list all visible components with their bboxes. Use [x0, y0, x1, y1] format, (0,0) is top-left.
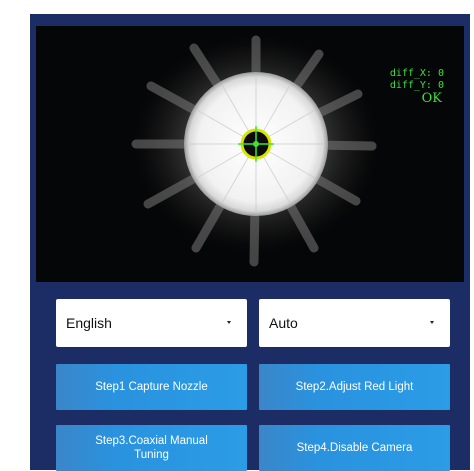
mode-select[interactable]: Auto	[259, 299, 450, 347]
diff-x-readout: diff_X: 0	[389, 68, 444, 79]
alignment-readout: diff_X: 0 diff_Y: 0 OK	[390, 68, 444, 105]
app-panel: diff_X: 0 diff_Y: 0 OK English Auto Step…	[30, 14, 470, 471]
language-select[interactable]: English	[56, 299, 247, 347]
step4-disable-camera-button[interactable]: Step4.Disable Camera	[259, 425, 450, 471]
chevron-down-icon	[227, 321, 231, 324]
step3-coaxial-manual-tuning-button[interactable]: Step3.Coaxial Manual Tuning	[56, 425, 247, 471]
chevron-down-icon	[430, 321, 434, 324]
nozzle-image	[126, 29, 386, 267]
alignment-status: OK	[421, 91, 442, 106]
target-crosshair-icon	[238, 126, 274, 162]
camera-view: diff_X: 0 diff_Y: 0 OK	[36, 26, 464, 282]
mode-select-value: Auto	[269, 315, 298, 331]
diff-y-readout: diff_Y: 0	[389, 80, 444, 91]
step2-adjust-red-light-button[interactable]: Step2.Adjust Red Light	[259, 364, 450, 410]
language-select-value: English	[66, 315, 112, 331]
step1-capture-nozzle-button[interactable]: Step1 Capture Nozzle	[56, 364, 247, 410]
